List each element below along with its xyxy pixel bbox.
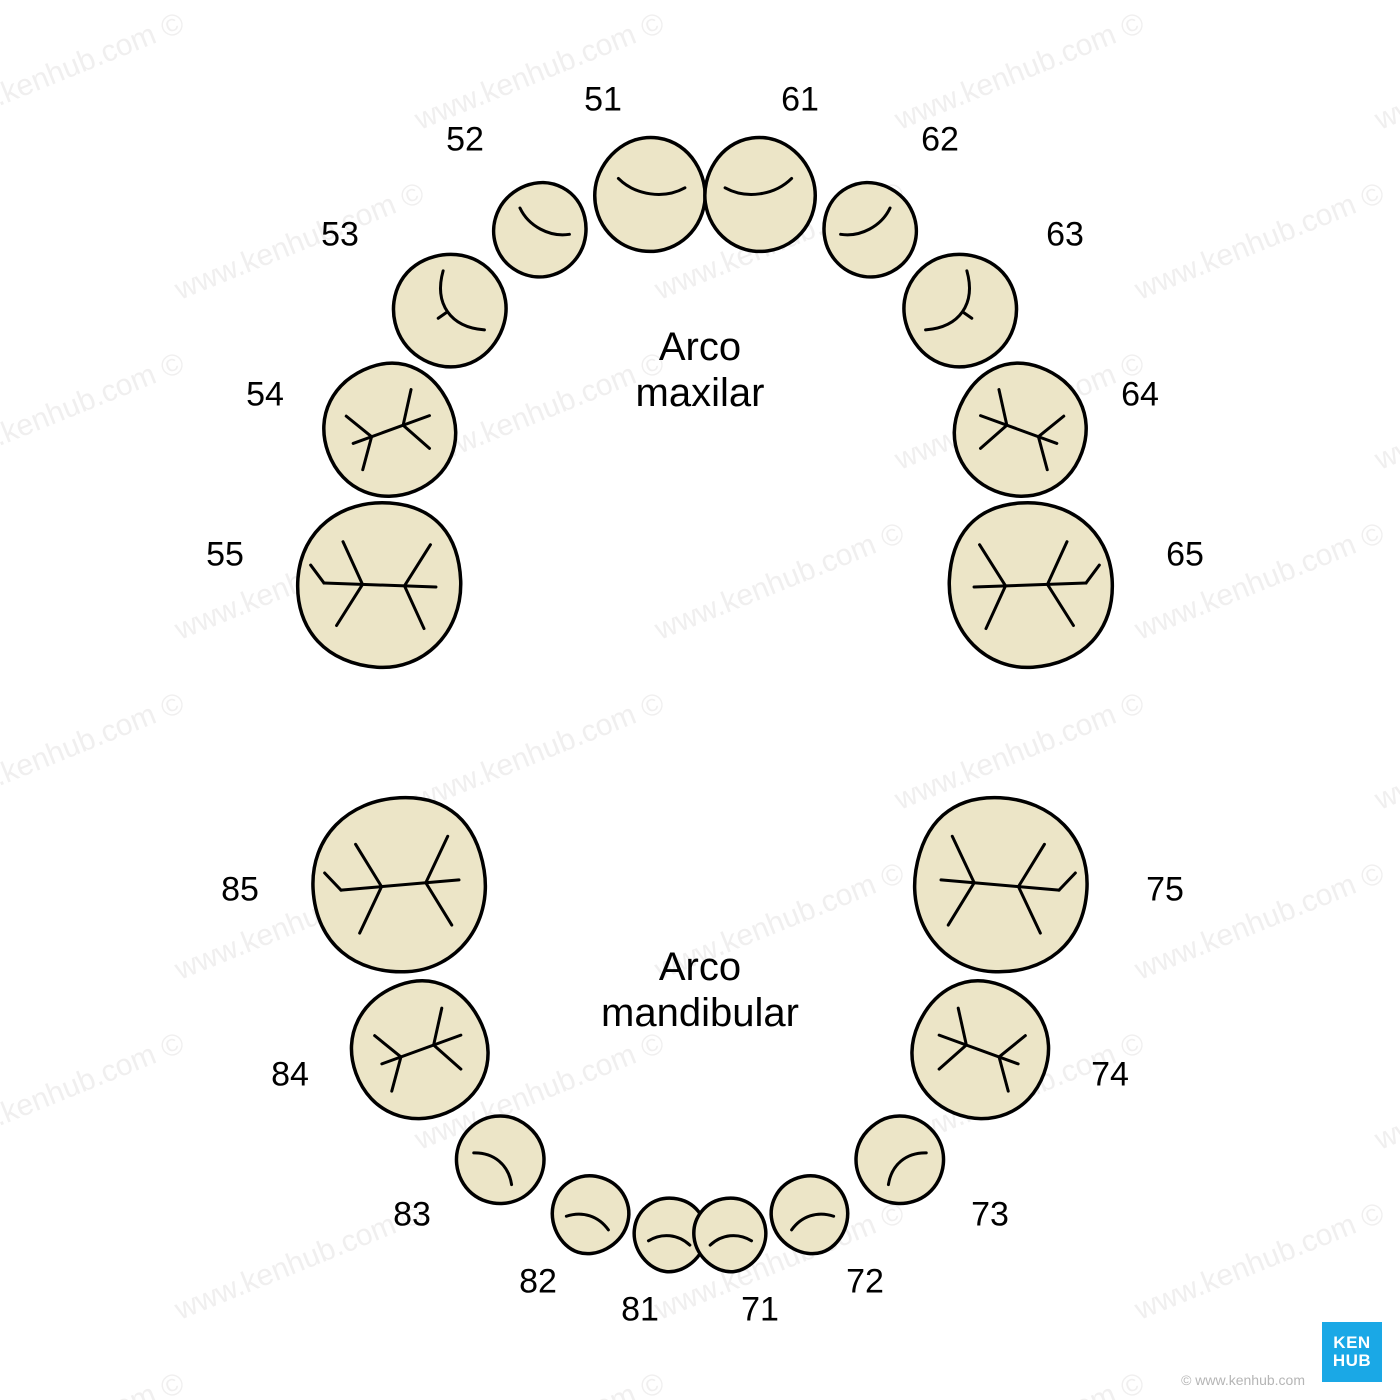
svg-text:www.kenhub.com ©: www.kenhub.com © xyxy=(0,346,189,476)
tooth-label-65: 65 xyxy=(1166,536,1204,575)
diagram-stage: www.kenhub.com © www.kenhub.com © www.kenh… xyxy=(0,0,1400,1400)
mandibular-arch-label: Arcomandibular xyxy=(601,944,799,1036)
tooth-74 xyxy=(900,978,1060,1123)
tooth-label-55: 55 xyxy=(206,536,244,575)
tooth-label-84: 84 xyxy=(271,1056,309,1095)
tooth-label-81: 81 xyxy=(621,1291,659,1330)
tooth-label-54: 54 xyxy=(246,376,284,415)
svg-text:www.kenhub.com ©: www.kenhub.com © xyxy=(409,6,668,136)
tooth-51 xyxy=(590,130,710,260)
svg-text:www.kenhub.com ©: www.kenhub.com © xyxy=(1369,346,1400,476)
tooth-label-51: 51 xyxy=(584,81,622,120)
maxillary-arch-label: Arcomaxilar xyxy=(636,324,765,416)
tooth-54 xyxy=(313,360,468,500)
tooth-label-71: 71 xyxy=(741,1291,779,1330)
tooth-84 xyxy=(340,978,500,1123)
tooth-label-82: 82 xyxy=(519,1263,557,1302)
logo-line1: KEN xyxy=(1333,1333,1370,1352)
tooth-label-75: 75 xyxy=(1146,871,1184,910)
tooth-55 xyxy=(283,498,478,673)
tooth-label-62: 62 xyxy=(921,121,959,160)
tooth-75 xyxy=(900,793,1100,978)
tooth-61 xyxy=(700,130,820,260)
svg-text:www.kenhub.com ©: www.kenhub.com © xyxy=(1129,176,1389,306)
tooth-label-85: 85 xyxy=(221,871,259,910)
tooth-label-74: 74 xyxy=(1091,1056,1129,1095)
svg-text:www.kenhub.com ©: www.kenhub.com © xyxy=(0,6,189,136)
svg-text:www.kenhub.com ©: www.kenhub.com © xyxy=(889,1366,1148,1400)
tooth-label-63: 63 xyxy=(1046,216,1084,255)
tooth-53 xyxy=(390,248,510,373)
tooth-64 xyxy=(943,360,1098,500)
copyright-footer: © www.kenhub.com xyxy=(1181,1372,1305,1388)
tooth-label-64: 64 xyxy=(1121,376,1159,415)
logo-line2: HUB xyxy=(1333,1351,1371,1370)
svg-text:www.kenhub.com ©: www.kenhub.com © xyxy=(1369,1026,1400,1156)
tooth-65 xyxy=(933,498,1128,673)
svg-text:www.kenhub.com ©: www.kenhub.com © xyxy=(409,1366,668,1400)
tooth-72 xyxy=(768,1170,853,1260)
tooth-label-72: 72 xyxy=(846,1263,884,1302)
tooth-label-61: 61 xyxy=(781,81,819,120)
tooth-63 xyxy=(900,248,1020,373)
tooth-label-83: 83 xyxy=(393,1196,431,1235)
tooth-label-73: 73 xyxy=(971,1196,1009,1235)
svg-text:www.kenhub.com ©: www.kenhub.com © xyxy=(0,686,189,816)
tooth-82 xyxy=(548,1170,633,1260)
tooth-label-52: 52 xyxy=(446,121,484,160)
tooth-83 xyxy=(453,1110,548,1210)
tooth-label-53: 53 xyxy=(321,216,359,255)
tooth-71 xyxy=(690,1193,770,1278)
svg-text:www.kenhub.com ©: www.kenhub.com © xyxy=(1369,686,1400,816)
svg-text:www.kenhub.com ©: www.kenhub.com © xyxy=(1129,1196,1389,1326)
kenhub-logo: KEN HUB xyxy=(1322,1322,1382,1382)
svg-text:www.kenhub.com ©: www.kenhub.com © xyxy=(889,6,1148,136)
svg-text:www.kenhub.com ©: www.kenhub.com © xyxy=(169,1196,428,1326)
svg-text:www.kenhub.com ©: www.kenhub.com © xyxy=(0,1366,189,1400)
tooth-85 xyxy=(300,793,500,978)
svg-text:www.kenhub.com ©: www.kenhub.com © xyxy=(0,1026,189,1156)
svg-text:www.kenhub.com ©: www.kenhub.com © xyxy=(649,516,908,646)
tooth-73 xyxy=(853,1110,948,1210)
svg-text:www.kenhub.com ©: www.kenhub.com © xyxy=(1369,6,1400,136)
